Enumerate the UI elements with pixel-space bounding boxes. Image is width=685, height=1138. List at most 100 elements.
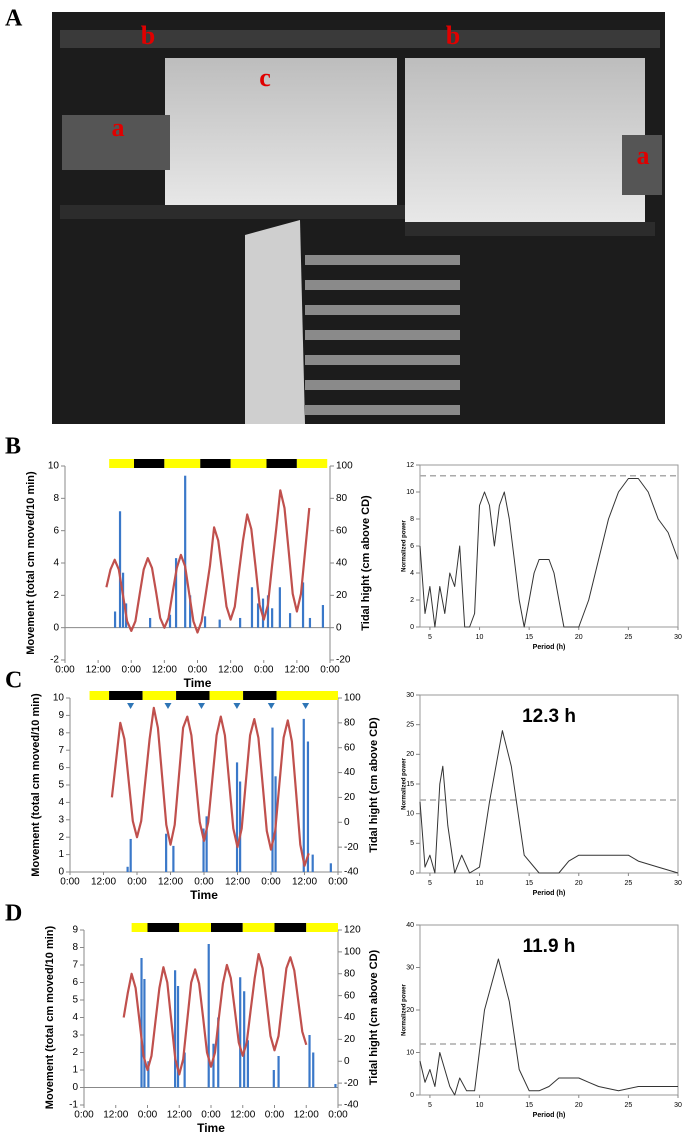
event-marker — [233, 703, 241, 709]
y2-tick-label: 80 — [344, 717, 356, 728]
x-tick-label: 15 — [525, 880, 533, 887]
photoperiod-segment — [276, 691, 338, 700]
movement-bar — [118, 511, 122, 628]
x-axis-title: Period (h) — [533, 644, 566, 651]
y-tick-label: 2 — [53, 590, 59, 601]
photoperiod-segment — [109, 459, 135, 468]
tide-line — [105, 489, 311, 634]
y-axis-title: Movement (total cm moved/10 min) — [30, 693, 42, 877]
photoperiod-segment — [142, 691, 177, 700]
movement-bar — [256, 603, 260, 628]
y-tick-label: 4 — [72, 1012, 78, 1023]
photo-label: b — [141, 21, 155, 50]
x-tick-label: 12:00 — [158, 877, 183, 888]
photoperiod-segment — [243, 691, 277, 700]
y-tick-label: 25 — [406, 722, 414, 729]
movement-bar — [278, 587, 281, 628]
y-tick-label: 30 — [406, 964, 414, 971]
x-axis-title: Period (h) — [533, 1112, 566, 1119]
movement-bar — [329, 863, 332, 872]
x-tick-label: 12:00 — [292, 877, 317, 888]
camera — [62, 115, 170, 170]
y-tick-label: 10 — [406, 1049, 414, 1056]
tide-line — [110, 706, 310, 867]
x-tick-label: 12:00 — [230, 1110, 255, 1121]
y2-tick-label: 0 — [344, 817, 350, 828]
panel-label: C — [5, 668, 22, 694]
y-tick-label: 15 — [406, 781, 414, 788]
y-tick-label: 2 — [58, 832, 64, 843]
movement-bar — [172, 845, 175, 872]
camera — [622, 135, 662, 195]
y-tick-label: 8 — [53, 493, 59, 504]
photoperiod-segment — [89, 691, 110, 700]
frame-bar — [405, 222, 655, 236]
movement-bar — [271, 727, 274, 872]
y-tick-label: 1 — [58, 849, 64, 860]
movement-bar — [189, 595, 192, 628]
movement-bar — [239, 977, 242, 1088]
y2-tick-label: 20 — [336, 590, 348, 601]
x-tick-label: 12:00 — [86, 665, 111, 676]
movement-bar — [243, 991, 246, 1088]
y-tick-label: 12 — [406, 462, 414, 469]
peak-annotation: 12.3 h — [522, 706, 576, 727]
peak-annotation: 11.9 h — [523, 936, 576, 957]
movement-bar — [218, 619, 221, 628]
photo-label: a — [637, 141, 650, 170]
movement-bar — [239, 617, 242, 628]
movement-bar — [277, 1056, 280, 1088]
x-tick-label: 12:00 — [284, 665, 309, 676]
y-axis-title: Movement (total cm moved/10 min) — [25, 471, 37, 655]
photoperiod-segment — [230, 459, 267, 468]
panel-label: A — [5, 6, 23, 32]
frame-bar — [60, 205, 405, 219]
y-tick-label: 8 — [72, 942, 78, 953]
panel-label: B — [5, 434, 21, 460]
y-tick-label: 0 — [410, 870, 414, 877]
photoperiod-segment — [200, 459, 231, 468]
y-tick-label: 0 — [53, 622, 59, 633]
photoperiod-segment — [266, 459, 297, 468]
x-tick-label: 5 — [428, 1102, 432, 1109]
y-tick-label: 4 — [410, 570, 414, 577]
photo: a b c b a — [52, 12, 665, 424]
y-axis-title: Normalized power — [402, 984, 408, 1036]
photo-label: a — [112, 113, 125, 142]
movement-bar — [312, 1052, 315, 1088]
movement-bar — [165, 833, 168, 872]
movement-bar — [205, 816, 208, 872]
photoperiod-segment — [296, 459, 328, 468]
y2-tick-label: 40 — [344, 1012, 356, 1023]
x-tick-label: 25 — [624, 634, 632, 641]
movement-bar — [207, 944, 210, 1088]
y-tick-label: 0 — [410, 624, 414, 631]
x-tick-label: 25 — [624, 880, 632, 887]
y-tick-label: 7 — [58, 745, 64, 756]
y-tick-label: 10 — [48, 461, 60, 472]
event-marker — [267, 703, 275, 709]
power-line — [419, 478, 679, 628]
movement-bar — [235, 762, 239, 872]
movement-bar — [140, 958, 143, 1088]
y2-tick-label: 60 — [344, 742, 356, 753]
y-tick-label: 20 — [406, 751, 414, 758]
y-tick-label: 5 — [410, 840, 414, 847]
y-tick-label: 4 — [53, 558, 59, 569]
event-marker — [197, 703, 205, 709]
x-tick-label: 15 — [525, 1102, 533, 1109]
x-axis-title: Time — [190, 888, 218, 902]
photoperiod-segment — [176, 691, 210, 700]
x-tick-label: 25 — [624, 1102, 632, 1109]
y-tick-label: 2 — [72, 1047, 78, 1058]
movement-bar — [143, 979, 146, 1088]
movement-bar — [306, 741, 310, 872]
movement-bar — [126, 866, 129, 872]
y-tick-label: 0 — [410, 1092, 414, 1099]
x-tick-label: 0:00 — [188, 665, 208, 676]
y2-tick-label: 100 — [344, 693, 361, 704]
y-tick-label: 1 — [72, 1065, 78, 1076]
x-tick-label: 30 — [674, 1102, 682, 1109]
